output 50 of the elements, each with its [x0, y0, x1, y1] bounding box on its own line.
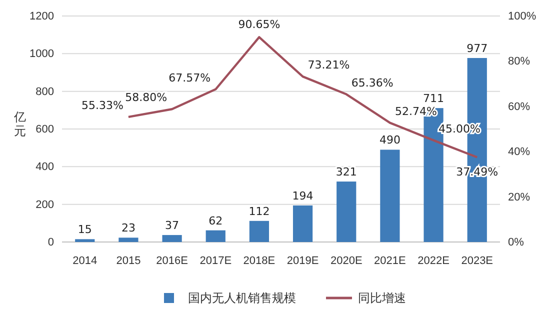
y2-tick-label: 40%: [508, 146, 530, 158]
x-tick-label: 2023E: [461, 254, 494, 267]
x-tick-label: 2020E: [330, 254, 362, 267]
y-tick-label: 400: [36, 161, 54, 174]
bar: [249, 220, 270, 242]
y-tick-label: 200: [36, 198, 54, 211]
data-label: 977: [466, 42, 488, 55]
y2-tick-label: 60%: [508, 100, 530, 113]
bar: [75, 239, 95, 242]
data-label: 23: [121, 222, 136, 235]
bar: [206, 230, 226, 242]
y-axis-title: 亿元: [13, 110, 26, 138]
data-label: 112: [248, 204, 270, 218]
x-tick-label: 2015: [116, 254, 141, 267]
data-label: 73.21%: [308, 58, 350, 72]
y-tick-label: 600: [36, 124, 54, 136]
y-tick-label: 1000: [30, 48, 54, 60]
data-label: 58.80%: [125, 91, 168, 104]
bar: [162, 235, 182, 242]
x-tick-label: 2021E: [374, 254, 406, 267]
y-tick-label: 800: [36, 86, 54, 98]
bar: [336, 182, 356, 242]
y-tick-label: 0: [48, 236, 54, 249]
bar: [118, 238, 138, 242]
x-tick-label: 2018E: [243, 254, 276, 267]
x-tick-label: 2016E: [156, 254, 188, 267]
x-tick-label: 2022E: [418, 254, 450, 267]
data-label: 62: [208, 214, 223, 228]
y2-tick-label: 20%: [508, 191, 530, 204]
bar: [380, 150, 400, 242]
y-tick-label: 1200: [30, 10, 54, 23]
data-label: 711: [423, 92, 444, 106]
data-label: 490: [379, 134, 400, 147]
bar: [292, 205, 313, 242]
y2-tick-label: 80%: [508, 56, 530, 68]
x-tick-label: 2019E: [286, 254, 319, 267]
data-label: 15: [78, 223, 92, 236]
x-tick-label: 2014: [72, 254, 98, 267]
y2-tick-label: 100%: [508, 10, 536, 23]
x-tick-label: 2017E: [200, 254, 232, 267]
legend-label: 国内无人机销售规模: [188, 291, 296, 305]
data-label: 321: [336, 166, 357, 179]
y2-tick-label: 0%: [508, 236, 524, 249]
data-label: 67.57%: [168, 71, 211, 84]
data-label: 37: [165, 219, 180, 232]
legend-label: 同比增速: [358, 291, 406, 305]
data-label: 65.36%: [351, 76, 394, 90]
data-label: 90.65%: [238, 18, 280, 32]
data-label: 55.33%: [82, 98, 124, 112]
data-label: 194: [292, 189, 314, 202]
